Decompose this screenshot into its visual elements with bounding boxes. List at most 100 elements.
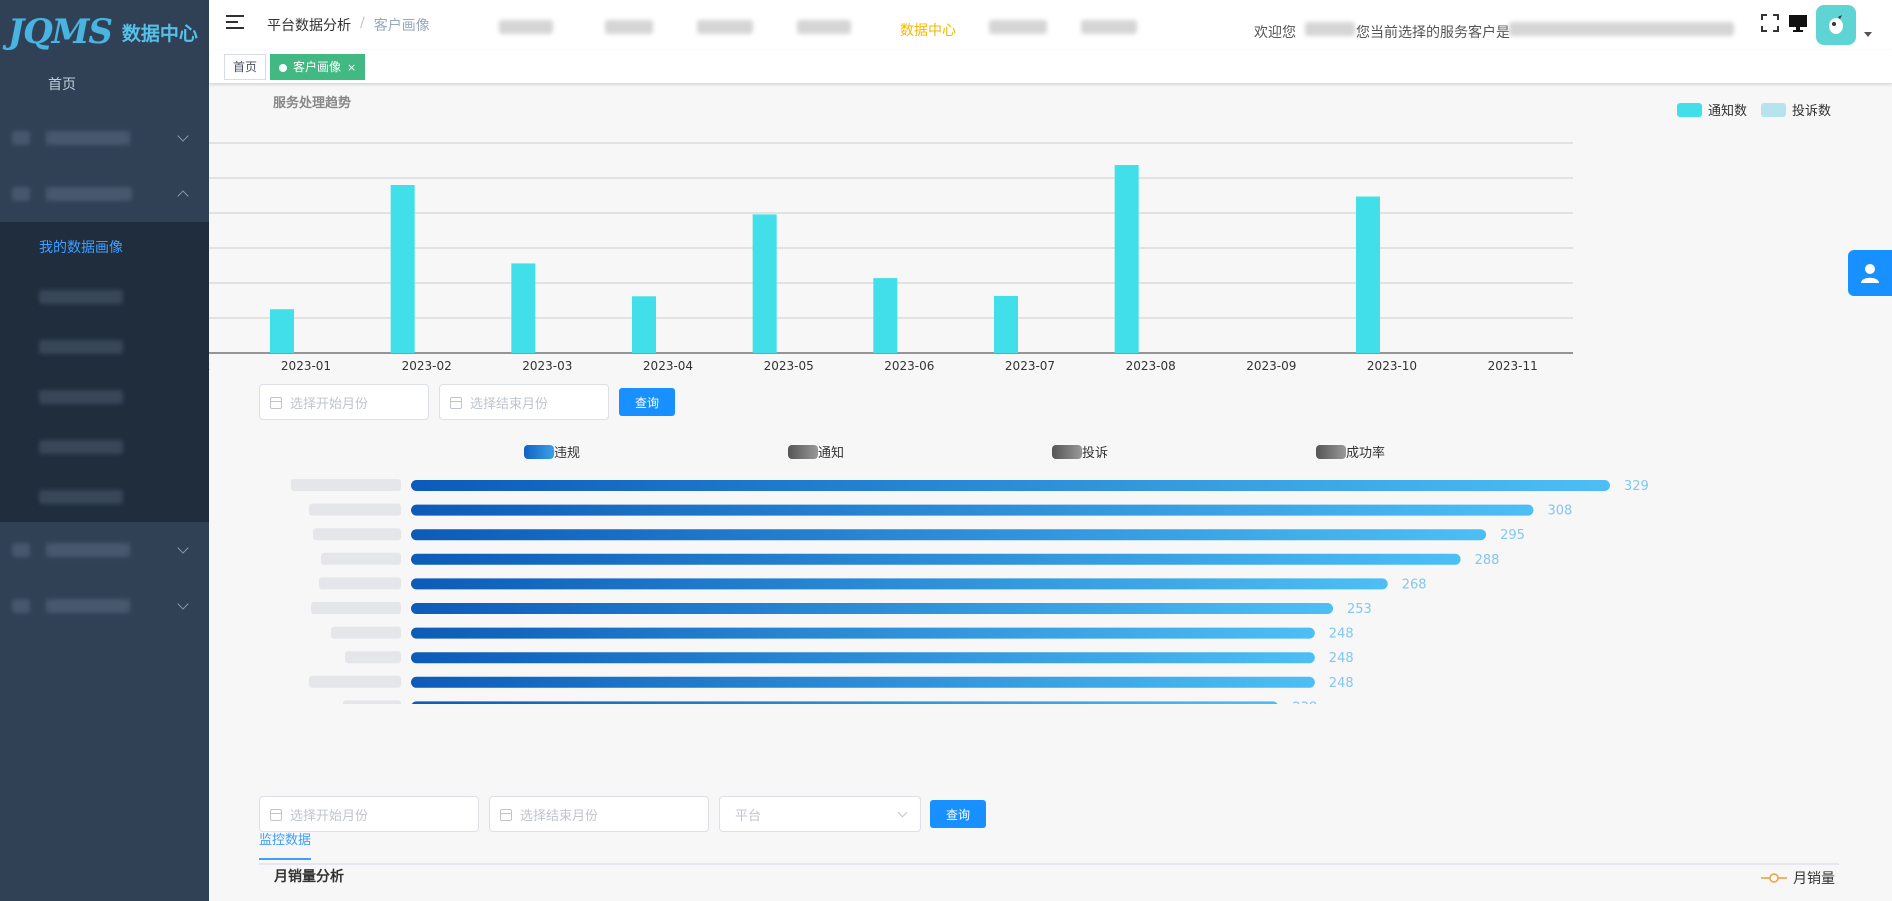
bar-notify [1114, 165, 1139, 353]
navbar: 平台数据分析 / 客户画像 数据中心 欢迎您 您当前选择的服务客户是 [209, 0, 1892, 50]
bar-notify [632, 296, 656, 353]
start-month-input[interactable]: 选择开始月份 [259, 384, 429, 420]
hbar-bar [411, 652, 1315, 664]
hbar-label-blurred [343, 700, 401, 704]
hbar-label-blurred [319, 577, 401, 590]
hbar-label-blurred [291, 479, 401, 491]
monitor-tabs: 监控数据 [259, 829, 1839, 865]
sidebar-sub-item-5[interactable] [0, 422, 209, 472]
sidebar-item-group-3[interactable] [0, 522, 209, 578]
hbar-value-label: 308 [1547, 504, 1572, 519]
sidebar-blurred-icon [12, 599, 30, 613]
x-tick-label: 2023-07 [1005, 359, 1055, 373]
tag-home[interactable]: 首页 [224, 54, 267, 80]
hbar-value-label: 253 [1347, 602, 1372, 617]
legend-swatch-complaint [1761, 102, 1787, 117]
sidebar-blurred-label [39, 490, 123, 504]
hbar-label-blurred [321, 552, 401, 565]
sidebar-item-my-data-profile[interactable]: 我的数据画像 [0, 222, 209, 272]
monitor-end-month-input[interactable]: 选择结束月份 [489, 796, 709, 832]
chevron-down-icon [177, 598, 189, 610]
trend-title: 服务处理趋势 [273, 96, 352, 111]
hbar-label-blurred [309, 675, 401, 688]
top-nav: 数据中心 [499, 20, 1499, 40]
welcome-text: 欢迎您 [1254, 25, 1296, 41]
fullscreen-icon[interactable] [1761, 14, 1779, 32]
welcome-username-blurred [1305, 22, 1355, 40]
hbar-value-label: 248 [1329, 651, 1354, 666]
monitor-start-placeholder: 选择开始月份 [290, 808, 369, 824]
hbar-value-label: 329 [1624, 479, 1649, 494]
hbar-bar [411, 578, 1388, 590]
close-icon[interactable]: × [347, 61, 357, 74]
monitor-start-month-input[interactable]: 选择开始月份 [259, 796, 479, 832]
sidebar-blurred-icon [12, 543, 30, 557]
tags-view: 首页 客户画像 × [209, 50, 1892, 84]
hbar-legend-success-rate[interactable]: 成功率 [1316, 442, 1385, 461]
hamburger-icon[interactable] [226, 15, 244, 31]
monthly-sales-legend[interactable]: 月销量 [1761, 868, 1835, 888]
sidebar-sub-item-2[interactable] [0, 272, 209, 322]
sidebar-blurred-label [46, 543, 130, 557]
tag-customer-profile[interactable]: 客户画像 × [270, 54, 366, 80]
caret-down-icon[interactable] [1864, 32, 1872, 37]
x-tick-label: 2023-10 [1367, 359, 1417, 373]
sidebar-item-home[interactable]: 首页 [0, 56, 209, 112]
breadcrumb-item-analysis[interactable]: 平台数据分析 [267, 18, 351, 34]
hbar-label-blurred [345, 651, 401, 664]
hbar-bar [411, 701, 1278, 704]
sidebar-item-group-4[interactable] [0, 578, 209, 634]
monitor-icon[interactable] [1788, 14, 1808, 32]
legend-label-complaint-gray: 投诉 [1082, 446, 1109, 461]
end-month-input[interactable]: 选择结束月份 [439, 384, 609, 420]
chevron-down-icon [897, 807, 908, 818]
sidebar-sub-item-4[interactable] [0, 372, 209, 422]
query-button[interactable]: 查询 [619, 388, 675, 416]
bar-notify [390, 185, 415, 353]
hbar-legend-complaint[interactable]: 投诉 [1052, 442, 1108, 461]
submenu: 我的数据画像 [0, 222, 209, 522]
chevron-down-icon [177, 130, 189, 142]
top-nav-item[interactable] [697, 20, 753, 38]
hbar-label-blurred [309, 503, 401, 516]
sidebar-item-group-1[interactable] [0, 110, 209, 166]
tab-monitor-data[interactable]: 监控数据 [259, 829, 312, 860]
legend-label-complaint[interactable]: 投诉数 [1792, 104, 1832, 119]
hbar-value-label: 268 [1402, 577, 1427, 592]
hbar-bar [411, 627, 1315, 639]
sidebar-blurred-label [46, 131, 130, 145]
hbar-bar [411, 504, 1534, 516]
top-nav-item[interactable] [1081, 20, 1137, 38]
top-nav-item[interactable] [797, 20, 851, 38]
logo[interactable]: JQMS 数据中心 [8, 8, 198, 56]
top-nav-item[interactable] [605, 20, 653, 38]
top-nav-item[interactable] [989, 20, 1047, 38]
bar-notify [994, 295, 1018, 353]
sidebar-blurred-label [39, 290, 123, 304]
hbar-bar [411, 603, 1334, 614]
sidebar-blurred-label [39, 440, 123, 454]
sidebar-item-home-label: 首页 [48, 77, 76, 93]
top-nav-item[interactable] [499, 20, 553, 38]
hbar-bar [411, 676, 1315, 688]
top-nav-item-data-center[interactable]: 数据中心 [900, 23, 956, 39]
hbar-value-label: 295 [1500, 528, 1525, 543]
logo-text: 数据中心 [121, 22, 198, 45]
sidebar-sub-item-3[interactable] [0, 322, 209, 372]
start-month-placeholder: 选择开始月份 [290, 396, 369, 412]
sidebar-blurred-label [39, 340, 123, 354]
sidebar-item-group-2[interactable] [0, 166, 209, 222]
hbar-value-label: 238 [1292, 700, 1317, 704]
user-avatar[interactable] [1816, 5, 1856, 45]
user-panel-button[interactable] [1848, 250, 1892, 296]
hbar-value-label: 288 [1475, 553, 1500, 568]
sidebar-blurred-label [39, 390, 123, 404]
platform-select[interactable]: 平台 [719, 796, 921, 832]
monitor-query-button[interactable]: 查询 [930, 800, 986, 828]
sidebar-blurred-label [46, 187, 132, 201]
hbar-legend-violation[interactable]: 违规 [524, 442, 580, 461]
legend-label-notify[interactable]: 通知数 [1708, 104, 1748, 119]
sidebar-sub-item-6[interactable] [0, 472, 209, 522]
hbar-legend-notify[interactable]: 通知 [788, 442, 844, 461]
